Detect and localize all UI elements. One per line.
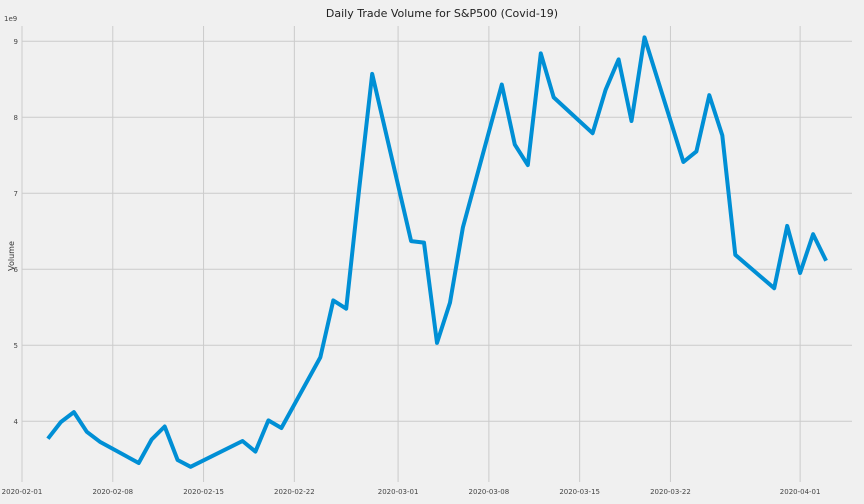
y-tick-label: 8 [14,114,18,122]
y-tick-label: 9 [14,38,18,46]
chart-title: Daily Trade Volume for S&P500 (Covid-19) [326,7,558,20]
y-scale-label: 1e9 [4,15,17,23]
x-tick-label: 2020-02-15 [183,488,224,496]
y-tick-label: 6 [14,266,19,274]
x-tick-label: 2020-03-08 [469,488,510,496]
x-tick-label: 2020-02-22 [274,488,315,496]
y-tick-label: 7 [14,190,18,198]
x-tick-label: 2020-04-01 [780,488,821,496]
x-tick-label: 2020-03-15 [559,488,600,496]
x-tick-label: 2020-02-08 [92,488,133,496]
y-tick-label: 5 [14,342,18,350]
series-line [46,35,828,469]
y-axis-label: Volume [7,241,16,271]
x-axis-ticks: 2020-02-01 2020-02-08 2020-02-15 2020-02-22… [2,488,821,496]
y-tick-label: 4 [14,418,19,426]
x-tick-label: 2020-02-01 [2,488,43,496]
x-tick-label: 2020-03-22 [650,488,691,496]
grid [21,26,852,482]
y-axis-ticks: 4 5 6 7 8 9 [14,38,19,426]
x-tick-label: 2020-03-01 [378,488,419,496]
